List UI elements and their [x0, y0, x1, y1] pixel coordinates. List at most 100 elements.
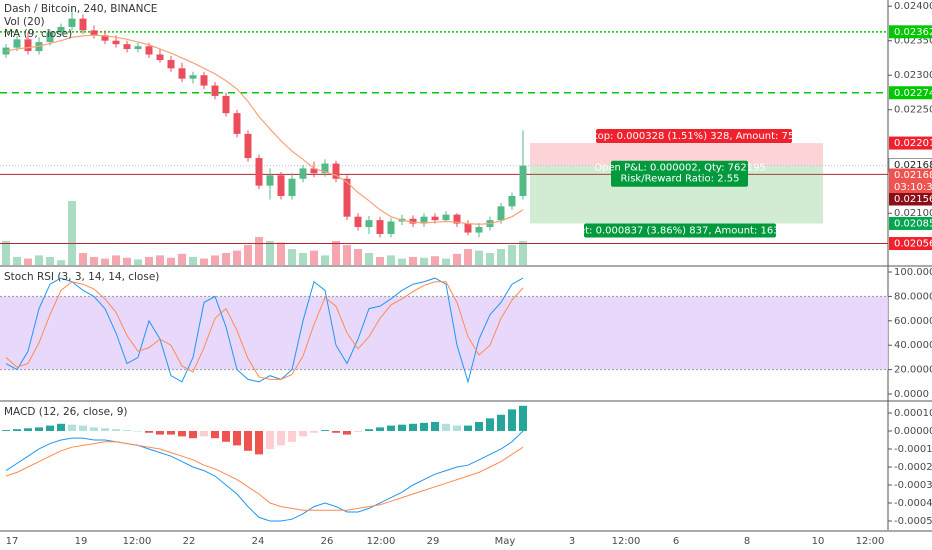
histogram-bar [35, 427, 43, 431]
volume-bar [332, 241, 340, 265]
candle-body [431, 216, 439, 221]
ratio-text: Risk/Reward Ratio: 2.55 [620, 174, 739, 185]
candle-body [508, 195, 516, 207]
price-label-bg [889, 86, 932, 100]
candle-body [13, 39, 21, 48]
histogram-bar [431, 421, 439, 431]
volume-bar [387, 255, 395, 265]
volume-bar [321, 255, 329, 265]
histogram-bar [332, 430, 340, 433]
candle-body [497, 206, 505, 221]
x-tick-label: 12:00 [123, 536, 152, 547]
candle-body [156, 54, 164, 61]
volume-bar [266, 241, 274, 265]
candle-body [222, 95, 230, 114]
histogram-bar [145, 430, 153, 433]
candle-body [244, 133, 252, 159]
y-tick-label: 100.0000 [894, 267, 932, 278]
histogram-bar [288, 430, 296, 442]
x-tick-label: May [495, 536, 516, 547]
volume-bar [497, 249, 505, 265]
candle-body [46, 32, 54, 43]
candle-body [266, 175, 274, 186]
volume-bar [365, 253, 373, 265]
candle-body [178, 68, 186, 79]
x-tick-label: 24 [252, 536, 265, 547]
y-tick-label: 0.000100 [894, 408, 932, 419]
x-tick-label: 3 [569, 536, 575, 547]
histogram-bar [343, 430, 351, 435]
histogram-bar [46, 425, 54, 431]
histogram-bar [486, 418, 494, 431]
y-tick-label: -0.000500 [894, 516, 932, 527]
candle-body [420, 216, 428, 224]
volume-bar [46, 257, 54, 265]
y-tick-label: 20.0000 [894, 365, 932, 376]
y-tick-label: 0.023500 [894, 36, 932, 47]
histogram-bar [420, 422, 428, 431]
histogram-bar [321, 430, 329, 431]
histogram-bar [167, 430, 175, 435]
candle-body [101, 35, 109, 41]
histogram-bar [277, 430, 285, 446]
candle-body [167, 60, 175, 69]
x-tick-label: 12:00 [367, 536, 396, 547]
volume-bar [475, 250, 483, 265]
volume-bar [431, 256, 439, 265]
histogram-bar [200, 430, 208, 437]
price-label: 0.021687 [894, 170, 932, 181]
y-tick-label: 0.0000 [894, 389, 929, 400]
timer-bg [889, 181, 932, 193]
x-tick-label: 8 [744, 536, 750, 547]
candle-body [409, 218, 417, 224]
histogram-bar [2, 430, 10, 431]
y-tick-label: 0.022500 [894, 105, 932, 116]
candle-body [277, 175, 285, 196]
volume-bar [13, 257, 21, 265]
volume-bar [277, 242, 285, 265]
histogram-bar [112, 429, 120, 431]
histogram-bar [189, 430, 197, 439]
price-label: 0.021689 [894, 160, 932, 171]
candle-body [211, 85, 219, 96]
volume-bar [288, 249, 296, 265]
histogram-bar [398, 424, 406, 431]
x-tick-label: 10 [812, 536, 825, 547]
candle-body [387, 221, 395, 234]
candle-body [90, 30, 98, 36]
histogram-bar [68, 424, 76, 431]
histogram-bar [409, 423, 417, 431]
volume-bar [156, 255, 164, 265]
volume-bar [211, 255, 219, 265]
volume-bar [519, 241, 527, 265]
y-tick-label: 80.0000 [894, 291, 932, 302]
candle-body [2, 47, 10, 55]
candle-body [79, 18, 87, 31]
band [0, 296, 888, 370]
volume-bar [222, 253, 230, 265]
histogram-bar [453, 425, 461, 431]
candle-body [145, 46, 153, 55]
macd-line [5, 441, 524, 511]
y-tick-label: -0.000100 [894, 444, 932, 455]
volume-bar [167, 257, 175, 265]
candle-body [233, 113, 241, 134]
title: Dash / Bitcoin, 240, BINANCE [4, 3, 157, 15]
candle-body [464, 223, 472, 233]
y-tick-label: 0.024000 [894, 1, 932, 12]
histogram-bar [266, 430, 274, 449]
volume-bar [2, 241, 10, 265]
volume-bar [178, 253, 186, 265]
y-tick-label: -0.000200 [894, 462, 932, 473]
legend-entry: Vol (20) [4, 16, 45, 28]
candle-body [365, 220, 373, 228]
histogram-bar [508, 409, 516, 431]
price-label-bg [889, 25, 932, 39]
target-text: Target: 0.000837 (3.86%) 837, Amount: 16… [557, 225, 802, 236]
volume-bar [442, 258, 450, 265]
histogram-bar [310, 430, 318, 433]
price-label-bg [889, 216, 932, 230]
